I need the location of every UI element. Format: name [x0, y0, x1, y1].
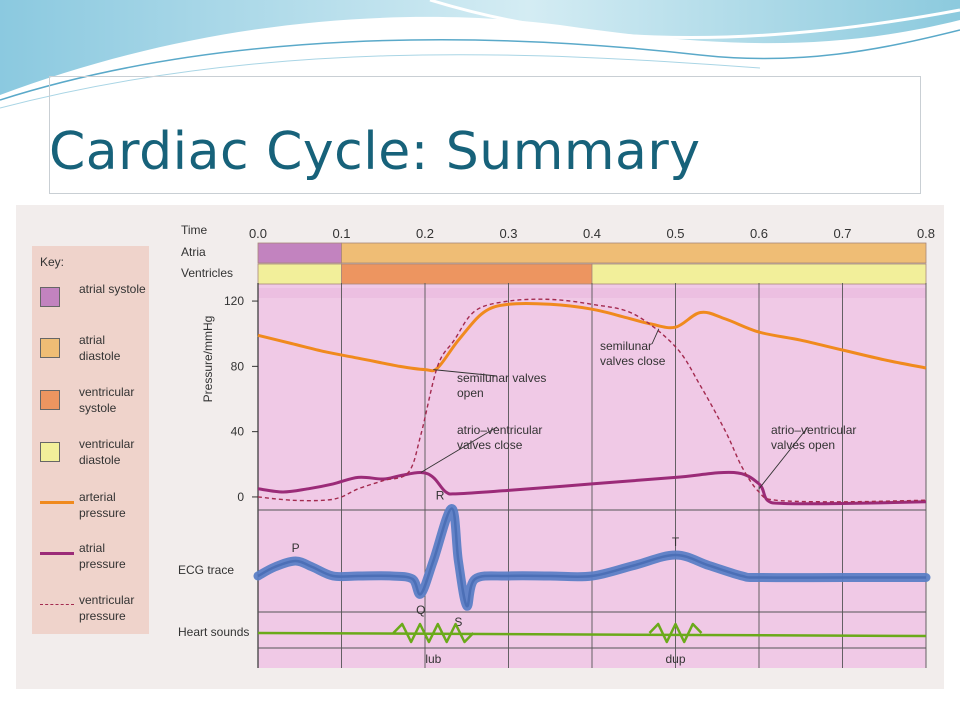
heart-sound-label: lub — [425, 652, 441, 666]
key-label: atrial pressure — [79, 541, 126, 571]
y-tick-label: 120 — [224, 294, 244, 308]
key-item: ventricular diastole — [40, 436, 145, 484]
annotation-leader — [651, 328, 660, 345]
annotation-leader — [758, 426, 809, 490]
key-line-sample — [40, 552, 74, 555]
key-label: ventricular systole — [79, 385, 135, 415]
key-label: atrial diastole — [79, 333, 121, 363]
heart-sounds-label: Heart sounds — [178, 625, 249, 639]
time-label: Time — [181, 223, 208, 237]
annotation-text: open — [457, 386, 484, 400]
y-tick-label: 0 — [237, 490, 244, 504]
key-label: ventricular pressure — [79, 593, 135, 623]
annotation-text: atrio–ventricular — [457, 423, 542, 437]
ecg-peak-label: Q — [416, 603, 425, 617]
x-tick-label: 0.1 — [332, 226, 350, 241]
slide-title: Cardiac Cycle: Summary — [49, 122, 701, 182]
phase-row-label: Ventricles — [181, 266, 233, 280]
key-item: atrial systole — [40, 281, 146, 329]
key-line-sample — [40, 501, 74, 504]
annotation-leader — [420, 426, 498, 473]
series-line — [257, 302, 927, 373]
key-swatch — [40, 442, 60, 462]
slide-wave-decoration — [0, 0, 960, 109]
annotation-text: valves close — [457, 438, 523, 452]
key-panel — [32, 246, 149, 634]
annotation-text: atrio–ventricular — [771, 423, 856, 437]
series-line — [257, 298, 927, 503]
key-item: atrial pressure — [40, 540, 145, 588]
key-item: ventricular pressure — [40, 592, 145, 640]
y-axis-label: Pressure/mmHg — [201, 316, 215, 403]
ecg-peak-label: T — [672, 535, 680, 549]
key-item: arterial pressure — [40, 489, 145, 537]
ecg-peak-label: P — [292, 541, 300, 555]
x-tick-label: 0.3 — [499, 226, 517, 241]
key-label: arterial pressure — [79, 490, 126, 520]
x-tick-label: 0.7 — [833, 226, 851, 241]
phase-segment — [257, 263, 342, 285]
ecg-peak-label: S — [454, 615, 462, 629]
x-tick-label: 0.8 — [917, 226, 935, 241]
heart-sounds-baseline — [257, 631, 927, 638]
heart-sound-label: dup — [665, 652, 685, 666]
ecg-peak-label: R — [436, 489, 445, 503]
phase-row-label: Atria — [181, 245, 206, 259]
key-item: ventricular systole — [40, 384, 145, 432]
x-tick-label: 0.2 — [416, 226, 434, 241]
ecg-trace-core — [257, 507, 926, 608]
key-title: Key: — [40, 255, 65, 269]
y-tick-label: 40 — [231, 425, 245, 439]
heart-sound-wave — [392, 622, 475, 644]
phase-segment — [341, 263, 593, 285]
annotation-text: valves open — [771, 438, 835, 452]
x-tick-label: 0.6 — [750, 226, 768, 241]
key-item: atrial diastole — [40, 332, 145, 380]
x-tick-label: 0.4 — [583, 226, 601, 241]
key-label: atrial systole — [79, 282, 146, 296]
x-tick-label: 0.0 — [249, 226, 267, 241]
annotation-text: valves close — [600, 354, 666, 368]
phase-segment — [591, 263, 927, 285]
ecg-label: ECG trace — [178, 563, 234, 577]
key-swatch — [40, 287, 60, 307]
annotation-text: semilunar valves — [457, 371, 546, 385]
series-line — [257, 470, 927, 506]
key-swatch — [40, 338, 60, 358]
annotation-leader — [433, 369, 498, 377]
heart-sound-wave — [648, 622, 703, 644]
annotation-text: semilunar — [600, 339, 652, 353]
key-line-sample — [40, 604, 74, 605]
key-swatch — [40, 390, 60, 410]
title-frame — [49, 76, 921, 194]
phase-segment — [257, 242, 342, 264]
phase-segment — [341, 242, 927, 264]
x-tick-label: 0.5 — [666, 226, 684, 241]
y-tick-label: 80 — [231, 359, 245, 373]
key-label: ventricular diastole — [79, 437, 135, 467]
